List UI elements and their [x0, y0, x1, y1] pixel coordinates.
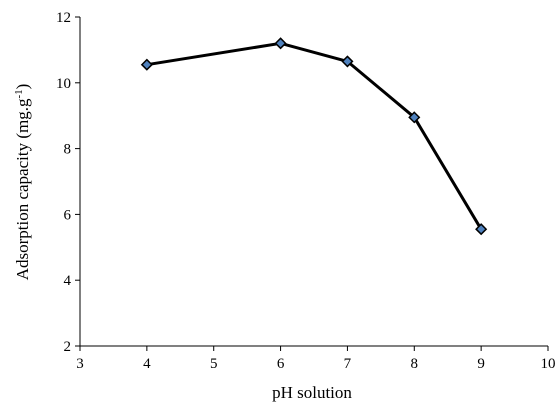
y-tick-label: 8: [64, 142, 72, 158]
x-tick-label: 9: [477, 356, 485, 372]
x-tick-label: 4: [143, 356, 151, 372]
y-axis-title-sup: -1: [13, 89, 25, 98]
y-axis-title: Adsorption capacity (mg.g-1): [13, 84, 32, 281]
y-tick-label: 10: [56, 76, 71, 92]
x-tick-label: 7: [344, 356, 352, 372]
data-point-marker: [475, 223, 488, 236]
data-point-marker: [140, 58, 153, 71]
data-point-marker: [274, 37, 287, 50]
x-tick-label: 6: [277, 356, 285, 372]
series-line: [146, 41, 483, 230]
y-tick-label: 6: [64, 207, 72, 223]
x-tick-label: 5: [210, 356, 218, 372]
y-tick-label: 4: [64, 273, 72, 289]
data-point-marker: [341, 55, 354, 68]
x-axis-title: pH solution: [272, 383, 352, 402]
y-tick-label: 2: [64, 339, 72, 355]
y-axis-title-close: ): [13, 84, 32, 90]
y-axis-title-main: Adsorption capacity (mg.g: [13, 98, 32, 280]
x-tick-label: 10: [541, 356, 556, 372]
x-tick-label: 8: [411, 356, 419, 372]
x-tick-labels: 3 4 5 6 7 8 9 10: [76, 356, 555, 372]
y-tick-label: 12: [56, 10, 71, 26]
series: [140, 37, 488, 236]
axes: [75, 16, 549, 351]
x-tick-label: 3: [76, 356, 84, 372]
data-point-marker: [408, 111, 421, 124]
y-tick-labels: 2 4 6 8 10 12: [56, 10, 72, 355]
